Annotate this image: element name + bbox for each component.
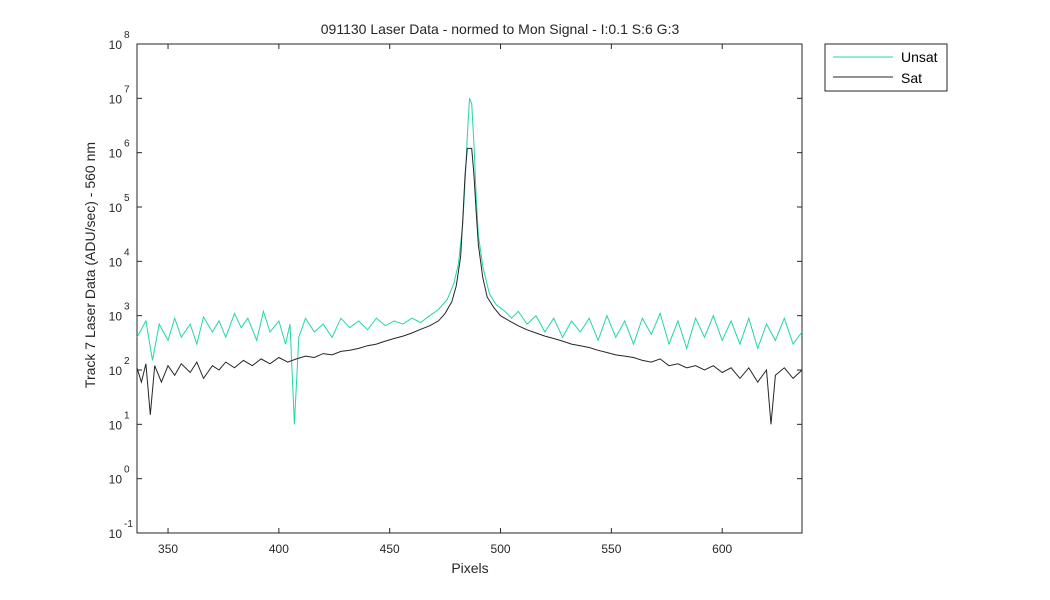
y-tick-exponent: 6 [124,139,130,150]
y-tick-label: 10 [109,92,123,106]
x-axis-label: Pixels [451,560,488,576]
plot-area [136,43,803,534]
x-tick-label: 600 [712,542,732,556]
y-tick-label: 10 [109,527,123,541]
series-layer [136,98,803,425]
y-tick-label: 10 [109,310,123,324]
y-tick-label: 10 [109,473,123,487]
y-tick-label: 10 [109,255,123,269]
ticks-layer: 350 400 450 500 550 60010-1100101102103104105… [109,30,802,556]
x-tick-label: 350 [158,542,178,556]
y-tick-label: 10 [109,418,123,432]
y-tick-label: 10 [109,38,123,52]
y-tick-exponent: 3 [124,302,130,313]
x-tick-label: 550 [601,542,621,556]
y-tick-label: 10 [109,147,123,161]
y-tick-label: 10 [109,364,123,378]
y-tick-exponent: 5 [124,193,130,204]
series-line-sat [136,147,803,425]
chart-title: 091130 Laser Data - normed to Mon Signal… [321,21,680,37]
y-tick-label: 10 [109,201,123,215]
y-tick-exponent: -1 [124,519,133,530]
y-tick-exponent: 0 [124,465,130,476]
y-axis-label: Track 7 Laser Data (ADU/sec) - 560 nm [82,142,98,388]
y-tick-exponent: 2 [124,356,130,367]
y-tick-exponent: 8 [124,30,130,41]
x-tick-label: 400 [269,542,289,556]
y-tick-exponent: 1 [124,410,130,421]
legend-box [824,43,948,92]
legend-label-unsat: Unsat [901,49,938,65]
x-tick-label: 450 [380,542,400,556]
legend-label-sat: Sat [901,70,922,86]
x-tick-label: 500 [491,542,511,556]
y-tick-exponent: 4 [124,247,130,258]
legend[interactable]: Unsat Sat [824,43,948,92]
y-tick-exponent: 7 [124,84,130,95]
